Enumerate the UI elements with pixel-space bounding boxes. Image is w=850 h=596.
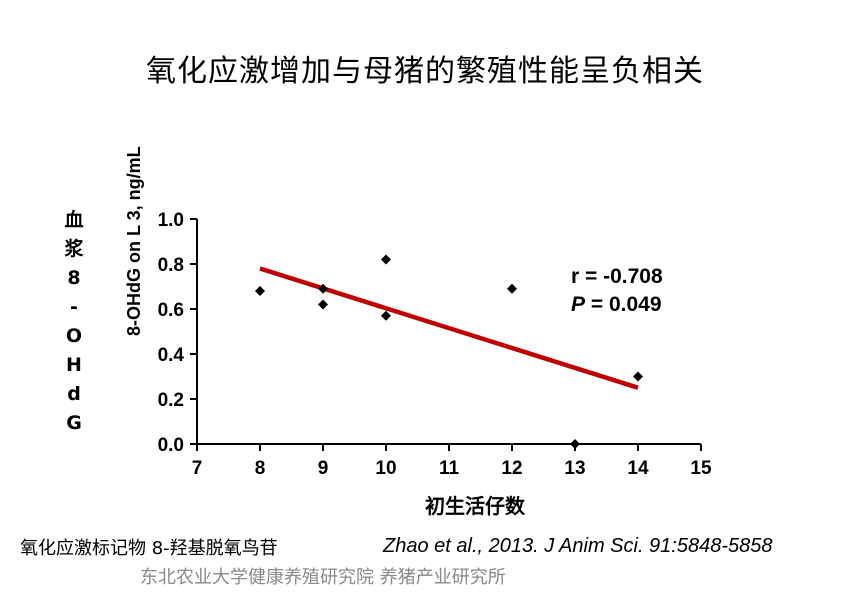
p-label: P xyxy=(571,293,586,316)
y-tick-label: 0.6 xyxy=(158,300,184,321)
institution-footer: 东北农业大学健康养殖研究院 养猪产业研究所 xyxy=(140,567,506,588)
y-axis-label-char: H xyxy=(66,354,82,376)
y-axis-label-char: 血 xyxy=(64,209,84,231)
y-tick-label: 0.2 xyxy=(158,390,184,411)
y-tick-label: 0.8 xyxy=(158,255,184,276)
x-tick-label: 10 xyxy=(375,458,396,479)
p-value: P = 0.049 xyxy=(571,293,662,317)
data-point xyxy=(255,286,265,296)
citation: Zhao et al., 2013. J Anim Sci. 91:5848-5… xyxy=(383,535,773,557)
data-point xyxy=(507,283,517,294)
y-axis-label-char: 浆 xyxy=(64,238,84,260)
x-tick-label: 15 xyxy=(690,458,712,479)
y-axis-label-cn: 血 浆 8 - O H d G xyxy=(62,206,86,438)
y-tick-label: 0.4 xyxy=(158,345,185,366)
data-point xyxy=(318,283,328,294)
y-axis-label-char: O xyxy=(65,325,83,347)
x-tick-label: 13 xyxy=(564,458,585,479)
p-value-text: = 0.049 xyxy=(585,293,662,316)
data-point xyxy=(570,439,580,449)
y-axis-label-char: d xyxy=(67,383,81,405)
x-tick-label: 9 xyxy=(318,458,329,479)
x-tick-label: 14 xyxy=(627,458,649,479)
x-tick-label: 12 xyxy=(501,458,522,479)
x-tick-label: 7 xyxy=(192,458,203,479)
data-point xyxy=(381,310,391,321)
x-tick-label: 11 xyxy=(439,458,460,479)
y-axis-label-char: G xyxy=(66,412,82,434)
page-title: 氧化应激增加与母猪的繁殖性能呈负相关 xyxy=(146,54,704,89)
y-tick-label: 0.0 xyxy=(158,435,184,456)
y-axis-label-char: 8 xyxy=(67,267,81,289)
y-axis-label-char: - xyxy=(70,296,78,318)
data-point xyxy=(633,371,643,382)
y-tick-label: 1.0 xyxy=(158,210,184,231)
correlation-r: r = -0.708 xyxy=(571,265,663,288)
x-axis-label: 初生活仔数 xyxy=(425,494,525,518)
data-point xyxy=(318,299,328,310)
x-tick-label: 8 xyxy=(255,458,266,479)
data-point xyxy=(381,254,391,265)
marker-note: 氧化应激标记物 8-羟基脱氧鸟苷 xyxy=(20,538,278,559)
